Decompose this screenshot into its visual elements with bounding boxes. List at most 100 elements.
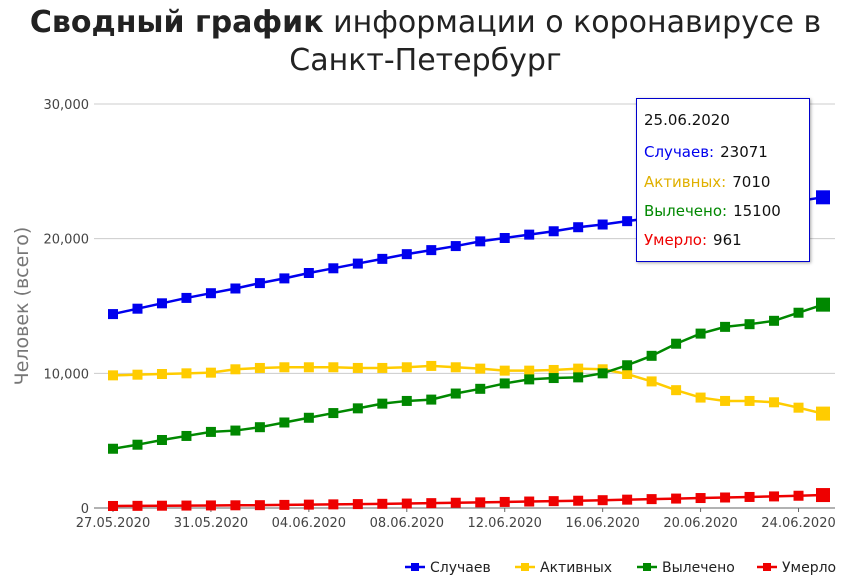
data-point [181,500,192,511]
data-point [205,500,216,511]
data-point [156,434,167,445]
data-point [671,493,682,504]
data-point [622,216,633,227]
data-point [622,369,633,380]
data-point [450,388,461,399]
data-point [426,498,437,509]
y-tick-label: 20,000 [44,233,90,248]
title-bold: Сводный график [29,5,324,40]
x-tick-label: 31.05.2020 [174,516,248,531]
data-point [254,422,265,433]
data-point [548,496,559,507]
tooltip-row-deaths: Умерло: 961 [644,231,742,249]
data-point [205,367,216,378]
y-tick-label: 0 [81,502,89,517]
data-point [156,369,167,380]
legend-label: Умерло [782,560,836,576]
data-point [816,190,830,205]
data-point [426,394,437,405]
data-point [720,321,731,332]
y-axis-title: Человек (всего) [11,227,33,386]
data-point [816,488,830,503]
data-point [548,364,559,375]
data-point [499,496,510,507]
data-point [230,364,241,375]
data-point [108,500,118,511]
data-point [475,383,486,394]
tooltip-label-deaths: Умерло: [644,231,708,249]
data-point [401,498,412,509]
data-point [230,500,241,511]
data-point [401,395,412,406]
legend-swatch-marker [763,563,771,571]
legend-swatch-marker [411,563,419,571]
data-point [205,288,216,299]
data-point [646,376,657,387]
data-point [156,500,167,511]
data-point [230,283,241,294]
data-point [744,319,755,330]
data-point [303,499,314,510]
tooltip-row-recovered: Вылечено: 15100 [644,202,781,220]
chart-title: Сводный график информации о коронавирусе… [0,4,851,80]
data-point [450,497,461,508]
legend-label: Вылечено [662,560,735,576]
data-point [230,425,241,436]
data-point [769,315,780,326]
data-point [646,350,657,361]
data-point [303,362,314,373]
data-point [793,402,804,413]
data-point [352,499,363,510]
data-point [254,362,265,373]
x-tick-label: 16.06.2020 [565,516,639,531]
data-point [573,495,584,506]
y-tick-label: 30,000 [44,98,90,113]
data-point [769,491,780,502]
x-tick-label: 04.06.2020 [272,516,346,531]
x-tick-label: 24.06.2020 [761,516,835,531]
tooltip-value-cases: 23071 [720,143,768,161]
data-point [695,328,706,339]
data-point [132,303,143,314]
tooltip-label-recovered: Вылечено: [644,202,728,220]
data-point [279,499,290,510]
data-point [377,498,388,509]
data-point [426,245,437,256]
legend-label: Активных [540,560,612,576]
data-point [499,232,510,243]
legend-swatch-marker [521,563,529,571]
tooltip-row-cases: Случаев: 23071 [644,143,768,161]
data-point [597,495,608,506]
data-point [524,365,535,376]
x-tick-label: 08.06.2020 [370,516,444,531]
x-tick-label: 27.05.2020 [76,516,150,531]
data-point [548,373,559,384]
data-point [328,263,339,274]
tooltip-value-active: 7010 [732,173,771,191]
tooltip-row-active: Активных: 7010 [644,173,770,191]
data-point [279,417,290,428]
data-point [622,360,633,371]
data-point [352,403,363,414]
data-point [132,439,143,450]
data-point [156,298,167,309]
data-point [108,309,118,320]
data-point [132,369,143,380]
y-tick-label: 10,000 [44,367,90,382]
legend-swatch-marker [643,563,651,571]
data-point [720,492,731,503]
data-point [816,297,830,312]
series-line-2 [112,303,824,450]
tooltip-label-active: Активных: [644,173,727,191]
data-point [181,430,192,441]
data-point [279,362,290,373]
data-point [695,392,706,403]
data-point [573,363,584,374]
data-point [646,494,657,505]
data-point [450,241,461,252]
data-point [401,249,412,260]
data-point [622,494,633,505]
data-point [181,368,192,379]
data-point [793,490,804,501]
data-point [475,363,486,374]
